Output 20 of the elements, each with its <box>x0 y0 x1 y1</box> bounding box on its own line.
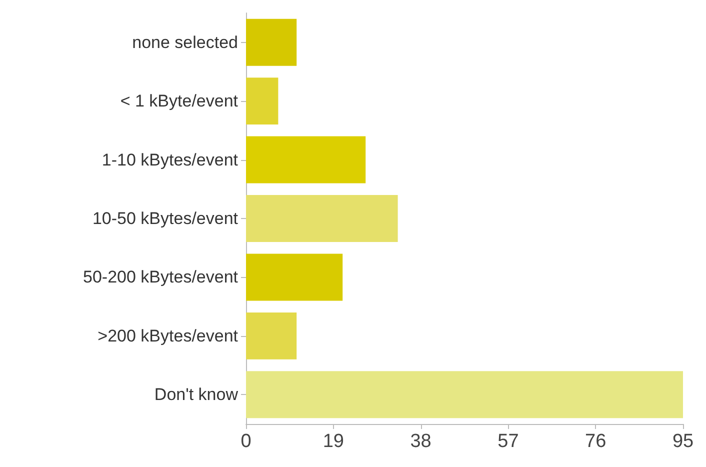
y-tick-label: >200 kBytes/event <box>98 326 238 346</box>
bar <box>246 312 297 360</box>
y-tick-label: 10-50 kBytes/event <box>92 209 238 228</box>
x-tick-label: 76 <box>585 431 606 452</box>
y-tick-label: < 1 kByte/event <box>120 92 238 111</box>
bar <box>246 18 297 66</box>
x-tick-label: 19 <box>322 431 344 452</box>
bar <box>246 136 366 184</box>
y-tick-label: 1-10 kBytes/event <box>102 150 238 170</box>
bar <box>246 195 398 242</box>
y-tick-label: Don't know <box>154 385 239 404</box>
y-tick-label: 50-200 kBytes/event <box>83 268 238 287</box>
y-tick-label: none selected <box>132 32 238 52</box>
x-tick-label: 0 <box>240 431 252 452</box>
x-tick-label: 95 <box>672 431 694 452</box>
bar <box>246 78 278 125</box>
bar <box>246 371 683 418</box>
x-tick-label: 38 <box>410 431 432 452</box>
bar <box>246 254 343 301</box>
x-tick-label: 57 <box>498 431 519 452</box>
